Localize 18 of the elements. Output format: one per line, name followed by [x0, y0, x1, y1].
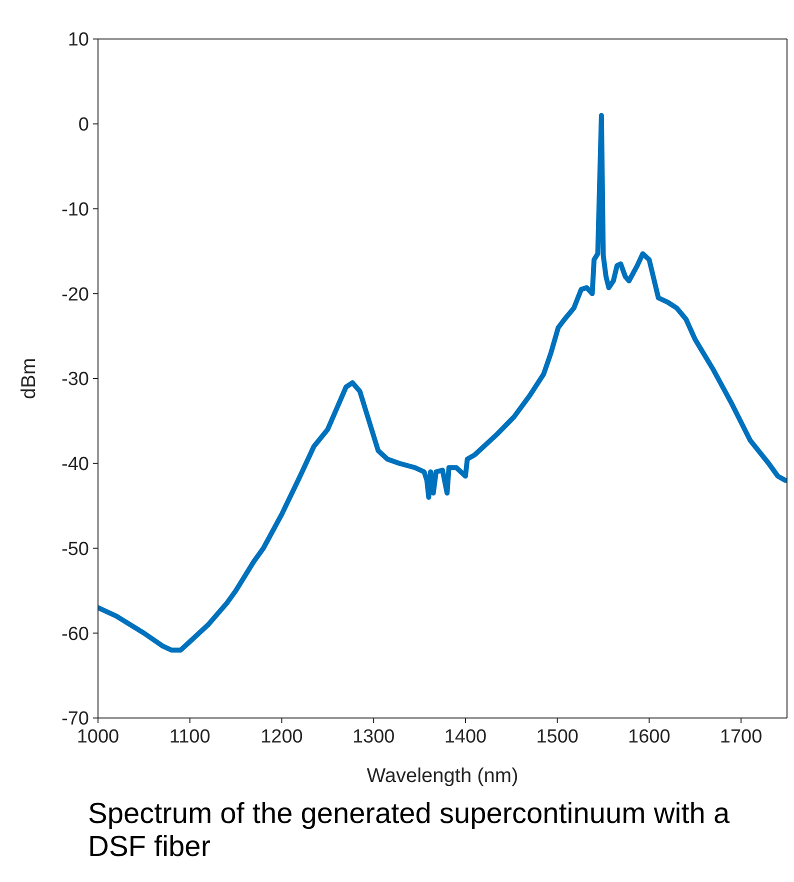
x-tick-label: 1700	[720, 726, 762, 748]
y-axis-title: dBm	[18, 358, 40, 400]
text: Spectrum of the generated supercontinuum with a DSF fiber	[88, 798, 731, 865]
x-axis-title: Wavelength (nm)	[366, 765, 518, 787]
x-tick-label: 1300	[352, 726, 395, 748]
y-tick-label: -30	[62, 369, 89, 390]
y-tick-label: 0	[78, 114, 89, 136]
x-tick-label: 1600	[628, 726, 670, 748]
y-tick-label: -60	[62, 624, 89, 645]
x-tick-label: 1500	[536, 726, 578, 748]
y-tick-label: -20	[62, 284, 89, 306]
y-tick-label: -40	[62, 454, 89, 476]
y-tick-label: -50	[62, 538, 89, 560]
x-tick-label: 1200	[260, 726, 303, 748]
x-tick-label: 1400	[444, 726, 487, 748]
x-tick-label: 1100	[169, 726, 210, 748]
y-tick-label: 10	[68, 30, 89, 51]
y-tick-label: -10	[62, 199, 89, 220]
